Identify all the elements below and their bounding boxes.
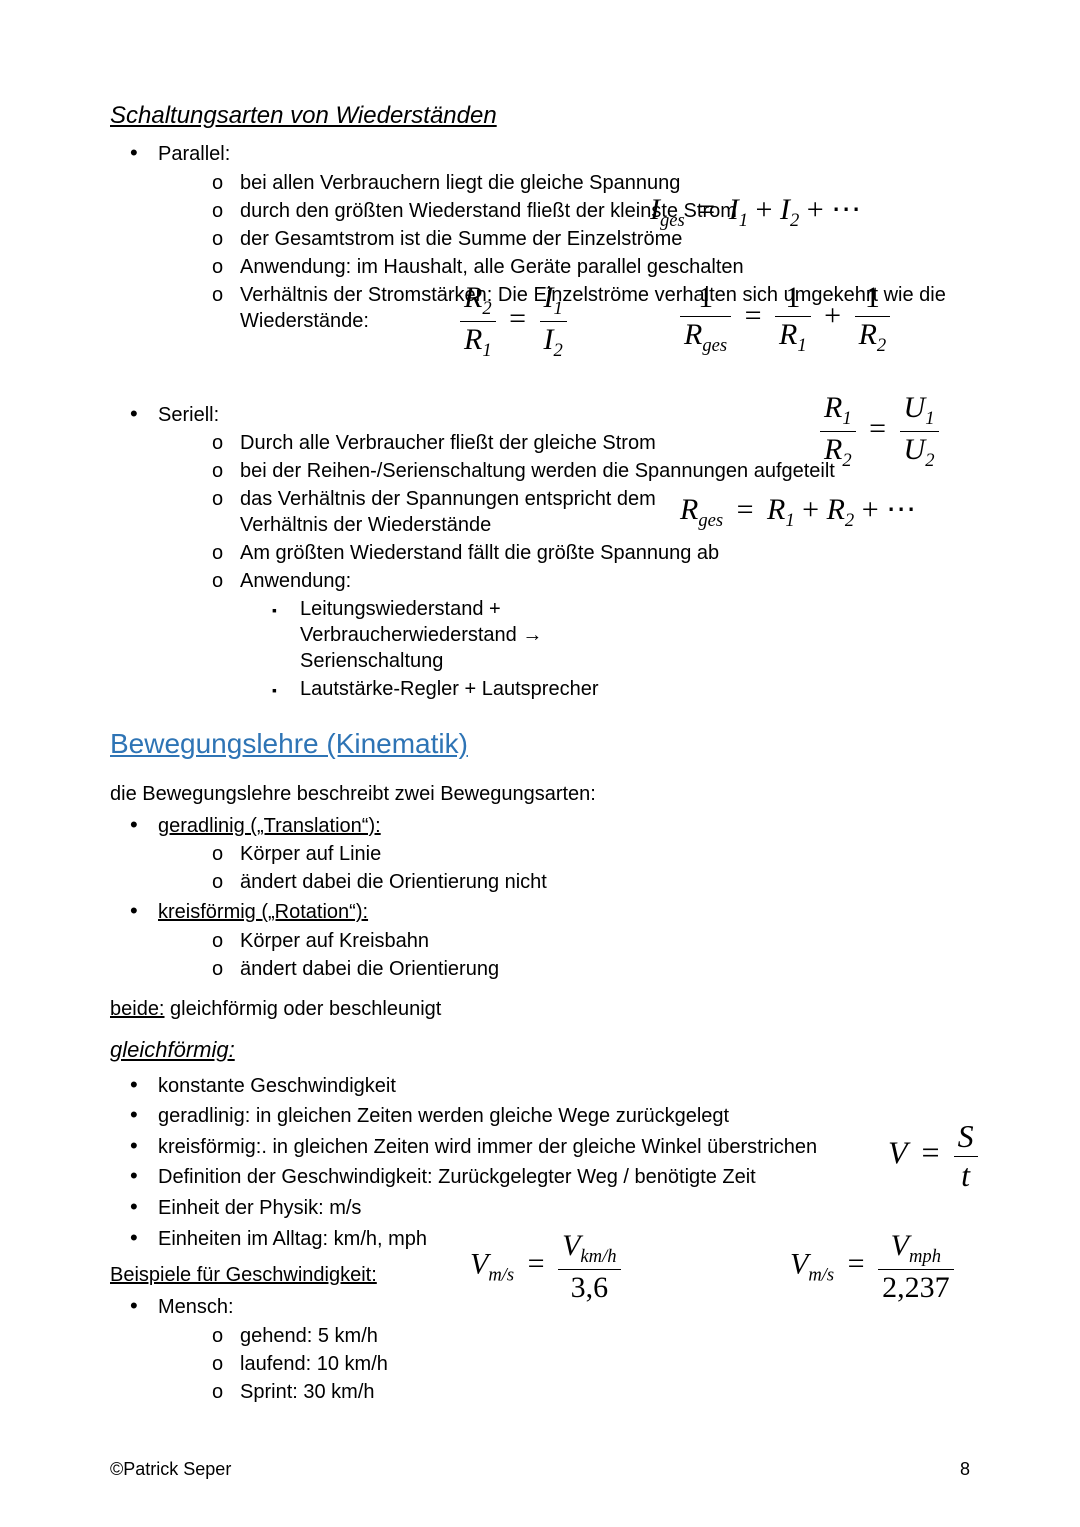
formula-vkmh: Vm/s = Vkm/h3,6 bbox=[470, 1230, 621, 1303]
beide-text: gleichförmig oder beschleunigt bbox=[165, 998, 442, 1020]
mensch-item: laufend: 10 km/h bbox=[240, 1351, 970, 1377]
list-mensch-items: gehend: 5 km/h laufend: 10 km/h Sprint: … bbox=[110, 1323, 970, 1405]
formula-ratio-ri: R2R1 = I1I2 bbox=[460, 282, 567, 360]
list-translation: geradlinig („Translation“): bbox=[110, 811, 970, 840]
parallel-item: Anwendung: im Haushalt, alle Geräte para… bbox=[240, 254, 970, 280]
page-footer: ©Patrick Seper 8 bbox=[110, 1458, 970, 1481]
formula-inv-r: 1Rges = 1R1 + 1R2 bbox=[680, 282, 890, 355]
rotation-item: ändert dabei die Orientierung bbox=[240, 956, 970, 982]
formula-ratio-ru: R1R2 = U1U2 bbox=[820, 392, 939, 470]
list-rotation-items: Körper auf Kreisbahn ändert dabei die Or… bbox=[110, 928, 970, 982]
seriell-item: Am größten Wiederstand fällt die größte … bbox=[240, 540, 970, 566]
gleich-item: geradlinig: in gleichen Zeiten werden gl… bbox=[158, 1101, 970, 1130]
gleich-item: Einheit der Physik: m/s bbox=[158, 1193, 970, 1222]
parallel-label: Parallel: bbox=[158, 139, 970, 168]
footer-author: ©Patrick Seper bbox=[110, 1458, 231, 1481]
beide-label: beide: bbox=[110, 998, 165, 1020]
list-rotation: kreisförmig („Rotation“): bbox=[110, 897, 970, 926]
gleich-item: konstante Geschwindigkeit bbox=[158, 1071, 970, 1100]
formula-iges: Iges = I1 + I2 + ⋯ bbox=[650, 190, 861, 233]
footer-page-number: 8 bbox=[960, 1458, 970, 1481]
beide-line: beide: gleichförmig oder beschleunigt bbox=[110, 996, 970, 1022]
list-parallel: Parallel: bbox=[110, 139, 970, 168]
formula-vst: V = St bbox=[888, 1120, 978, 1192]
heading-schaltungsarten: Schaltungsarten von Wiederständen bbox=[110, 100, 970, 131]
gleich-item: Definition der Geschwindigkeit: Zurückge… bbox=[158, 1162, 970, 1191]
list-gleich: konstante Geschwindigkeit geradlinig: in… bbox=[110, 1071, 970, 1253]
seriell-sub-item: Lautstärke-Regler + Lautsprecher bbox=[300, 676, 970, 702]
list-seriell-sub: Leitungswiederstand + Verbraucherwieders… bbox=[110, 596, 970, 702]
heading-kinematik: Bewegungslehre (Kinematik) bbox=[110, 726, 970, 762]
formula-vmph: Vm/s = Vmph2,237 bbox=[790, 1230, 954, 1303]
intro-text: die Bewegungslehre beschreibt zwei Beweg… bbox=[110, 781, 970, 807]
heading-gleichfoermig: gleichförmig: bbox=[110, 1036, 970, 1065]
seriell-sub-item: Leitungswiederstand + Verbraucherwieders… bbox=[300, 596, 970, 674]
rotation-item: Körper auf Kreisbahn bbox=[240, 928, 970, 954]
formula-rges: Rges = R1 + R2 + ⋯ bbox=[680, 490, 916, 533]
list-translation-items: Körper auf Linie ändert dabei die Orient… bbox=[110, 841, 970, 895]
translation-item: ändert dabei die Orientierung nicht bbox=[240, 869, 970, 895]
seriell-item: Anwendung: bbox=[240, 568, 970, 594]
rotation-label: kreisförmig („Rotation“): bbox=[158, 901, 368, 923]
translation-item: Körper auf Linie bbox=[240, 841, 970, 867]
mensch-item: Sprint: 30 km/h bbox=[240, 1379, 970, 1405]
mensch-item: gehend: 5 km/h bbox=[240, 1323, 970, 1349]
gleich-item: kreisförmig:. in gleichen Zeiten wird im… bbox=[158, 1132, 970, 1161]
translation-label: geradlinig („Translation“): bbox=[158, 815, 381, 837]
